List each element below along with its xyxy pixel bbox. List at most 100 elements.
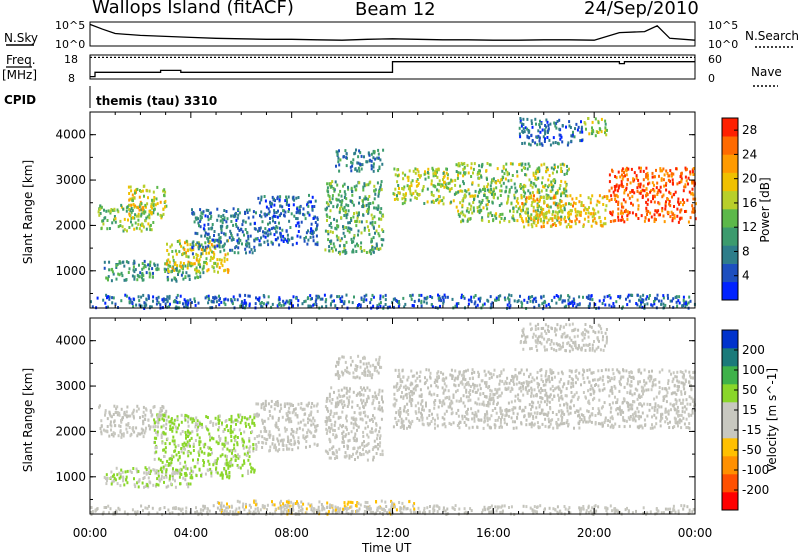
range-cell (367, 202, 370, 206)
range-cell (205, 257, 208, 261)
range-cell (145, 216, 148, 220)
range-cell (578, 213, 581, 217)
range-cell (328, 215, 331, 219)
range-cell (185, 436, 187, 440)
range-cell (363, 298, 366, 302)
range-cell (538, 166, 541, 170)
range-cell (220, 472, 223, 476)
range-cell (364, 426, 367, 430)
range-cell (614, 175, 617, 178)
range-cell (369, 180, 372, 184)
range-cell (141, 189, 144, 193)
range-cell (505, 168, 507, 172)
range-cell (253, 239, 256, 243)
range-cell (217, 428, 220, 432)
range-cell (381, 228, 384, 232)
range-cell (131, 223, 134, 227)
range-cell (239, 304, 242, 308)
range-cell (209, 258, 212, 262)
range-cell (260, 406, 263, 410)
range-cell (141, 267, 144, 271)
range-cell (530, 133, 533, 137)
range-cell (462, 219, 465, 223)
range-cell (200, 243, 203, 247)
range-cell (459, 184, 462, 188)
range-cell (692, 167, 695, 170)
range-cell (682, 298, 685, 302)
range-cell (381, 389, 384, 393)
range-cell (578, 426, 581, 430)
range-cell (319, 297, 322, 301)
range-cell (552, 196, 555, 200)
range-cell (609, 210, 612, 214)
range-cell (392, 305, 395, 309)
range-cell (136, 205, 138, 209)
range-cell (199, 225, 202, 229)
range-cell (473, 162, 476, 166)
range-cell (100, 227, 103, 231)
range-cell (536, 143, 539, 147)
range-cell (186, 467, 189, 471)
range-cell (286, 447, 289, 451)
range-cell (564, 180, 567, 184)
range-cell (234, 418, 237, 422)
range-cell (397, 184, 400, 187)
range-cell (164, 446, 167, 450)
range-cell (642, 298, 645, 302)
range-cell (128, 214, 131, 218)
range-cell (247, 417, 250, 421)
range-cell (523, 225, 526, 229)
range-cell (325, 304, 328, 308)
range-cell (286, 200, 288, 203)
range-cell (234, 449, 237, 453)
range-cell (536, 190, 539, 194)
range-cell (127, 185, 130, 189)
range-cell (374, 429, 377, 433)
range-cell (662, 294, 665, 298)
cpid-text: themis (tau) 3310 (96, 94, 217, 108)
range-cell (178, 239, 181, 243)
range-cell (333, 412, 336, 416)
range-cell (269, 448, 271, 452)
scatter-region (335, 148, 385, 173)
range-cell (637, 382, 640, 386)
range-cell (192, 458, 194, 462)
range-cell (221, 221, 224, 225)
range-cell (141, 222, 144, 226)
range-cell (363, 249, 366, 253)
range-cell (393, 198, 396, 201)
range-cell (179, 242, 181, 246)
range-cell (434, 172, 437, 176)
range-cell (207, 428, 210, 432)
range-cell (588, 419, 591, 423)
range-cell (442, 202, 445, 206)
range-cell (382, 148, 385, 152)
range-cell (556, 218, 559, 222)
range-cell (576, 303, 579, 307)
range-cell (371, 223, 374, 227)
range-cell (212, 423, 215, 427)
range-cell (245, 445, 248, 449)
range-cell (499, 424, 502, 428)
range-cell (247, 472, 250, 475)
range-cell (224, 436, 227, 440)
range-cell (481, 303, 484, 307)
range-cell (525, 219, 528, 223)
range-cell (476, 172, 479, 176)
range-cell (121, 274, 124, 278)
range-cell (113, 478, 116, 482)
range-cell (647, 210, 650, 214)
range-cell (267, 433, 270, 437)
range-cell (137, 218, 140, 222)
range-cell (325, 422, 328, 426)
range-cell (525, 207, 528, 211)
range-cell (98, 208, 101, 211)
range-cell (153, 263, 156, 267)
range-cell (682, 398, 685, 402)
range-cell (412, 304, 415, 308)
range-cell (288, 418, 290, 422)
range-cell (351, 250, 354, 254)
range-cell (659, 169, 662, 173)
range-cell (297, 196, 300, 199)
range-cell (406, 426, 408, 430)
